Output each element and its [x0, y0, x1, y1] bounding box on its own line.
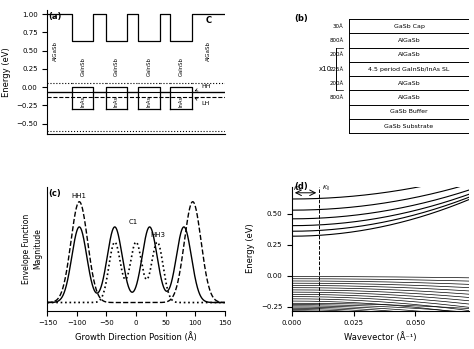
- Text: InAs: InAs: [114, 96, 118, 107]
- Y-axis label: Envelope Function
Magnitude: Envelope Function Magnitude: [22, 214, 42, 284]
- Text: (c): (c): [48, 189, 61, 198]
- Y-axis label: Energy (eV): Energy (eV): [246, 224, 255, 274]
- Text: C1: C1: [128, 219, 137, 225]
- Text: HH: HH: [195, 84, 211, 91]
- Text: 800Å: 800Å: [329, 95, 343, 100]
- Text: AlGaSb: AlGaSb: [398, 81, 420, 86]
- X-axis label: Growth Direction Position (Å): Growth Direction Position (Å): [75, 332, 197, 342]
- Text: InAs: InAs: [178, 96, 183, 107]
- Text: $K_\parallel$: $K_\parallel$: [321, 184, 330, 194]
- Text: 800Å: 800Å: [329, 38, 343, 43]
- Text: InAs: InAs: [146, 96, 151, 107]
- Text: (a): (a): [48, 12, 62, 21]
- Text: AlGaSb: AlGaSb: [53, 40, 58, 61]
- Text: HH1: HH1: [72, 193, 87, 199]
- X-axis label: Wavevector (Å⁻¹): Wavevector (Å⁻¹): [345, 332, 417, 342]
- Text: InAs: InAs: [81, 96, 85, 107]
- Text: GaInSb: GaInSb: [178, 57, 183, 76]
- Text: (d): (d): [294, 182, 308, 191]
- Text: 200Å: 200Å: [329, 81, 343, 86]
- Text: AlGaSb: AlGaSb: [206, 40, 210, 61]
- Text: $K_\perp$: $K_\perp$: [293, 184, 303, 193]
- Text: 225Å: 225Å: [329, 67, 343, 72]
- Text: 30Å: 30Å: [333, 24, 343, 29]
- Text: AlGaSb: AlGaSb: [398, 52, 420, 57]
- Text: AlGaSb: AlGaSb: [398, 95, 420, 100]
- Text: GaInSb: GaInSb: [146, 57, 151, 76]
- Text: 4.5 period GaInSb/InAs SL: 4.5 period GaInSb/InAs SL: [368, 67, 450, 72]
- Text: C: C: [205, 16, 211, 25]
- Text: GaSb Buffer: GaSb Buffer: [390, 109, 428, 114]
- Text: AlGaSb: AlGaSb: [398, 38, 420, 43]
- Text: HH3: HH3: [151, 232, 166, 238]
- Y-axis label: Energy (eV): Energy (eV): [1, 47, 10, 97]
- Text: GaInSb: GaInSb: [114, 57, 118, 76]
- Text: 200Å: 200Å: [329, 52, 343, 57]
- Text: GaInSb: GaInSb: [81, 57, 85, 76]
- Text: (b): (b): [294, 14, 308, 23]
- Text: GaSb Cap: GaSb Cap: [393, 24, 424, 29]
- Text: x10: x10: [319, 66, 332, 72]
- Text: GaSb Substrate: GaSb Substrate: [384, 124, 434, 129]
- Text: LH: LH: [195, 98, 210, 106]
